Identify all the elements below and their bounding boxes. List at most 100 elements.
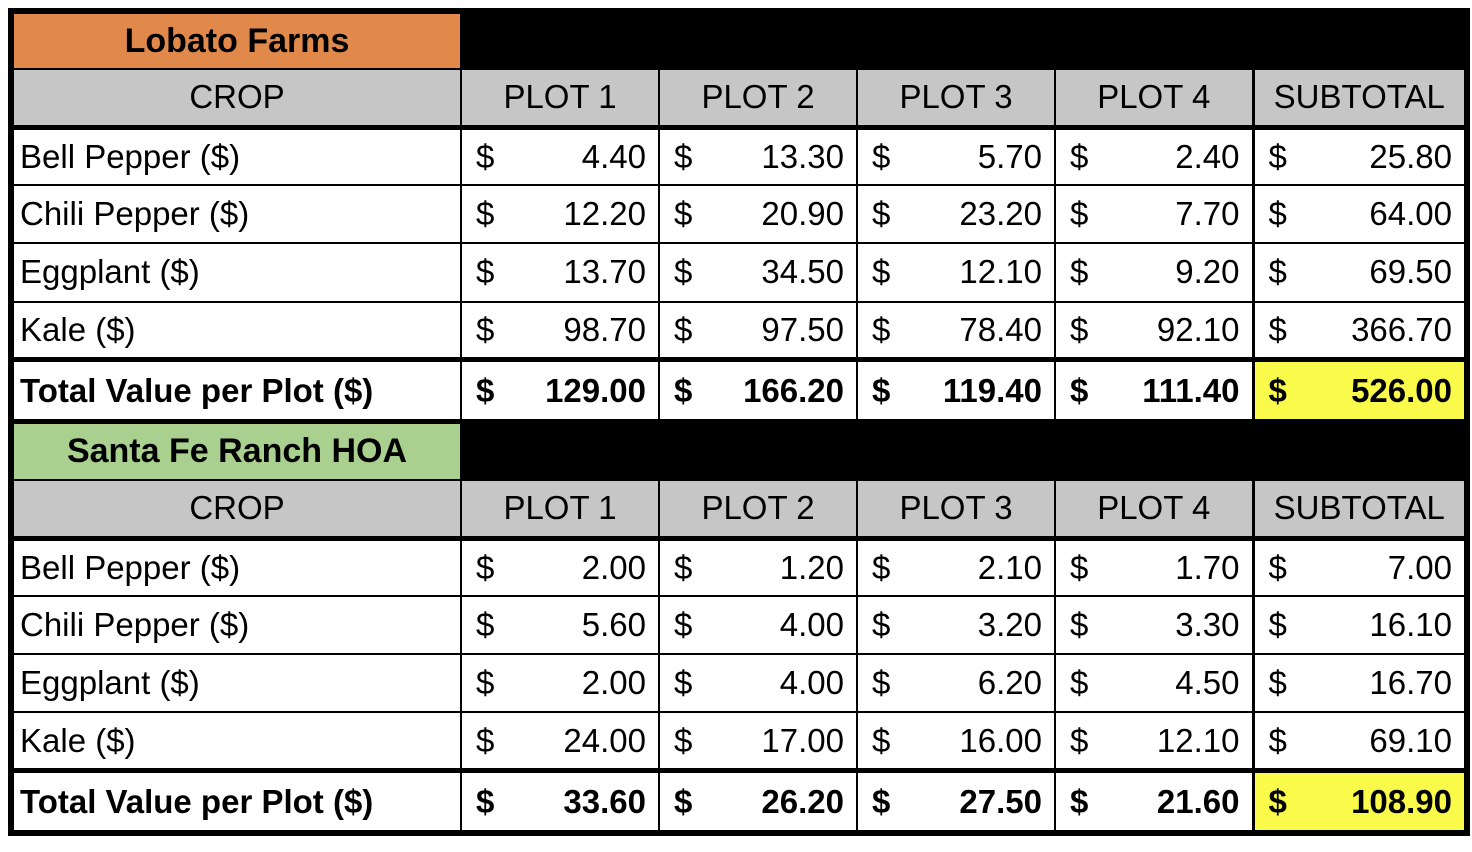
dollar-sign: $: [476, 721, 495, 759]
money-wrap: $16.10: [1256, 606, 1464, 644]
amount: 526.00: [1351, 371, 1453, 409]
dollar-sign: $: [1070, 664, 1089, 702]
black-stripe: [459, 9, 1469, 71]
section-title-row: Lobato Farms: [10, 9, 1469, 71]
amount: 111.40: [1142, 371, 1240, 409]
money-wrap: $119.40: [859, 371, 1053, 410]
money-wrap: $2.00: [463, 549, 657, 587]
subtotal-cell: $64.00: [1251, 184, 1469, 245]
crop-label-cell: Bell Pepper ($): [10, 126, 462, 187]
dollar-sign: $: [674, 253, 693, 291]
dollar-sign: $: [674, 371, 693, 409]
amount: 69.50: [1369, 253, 1453, 291]
amount: 12.10: [1156, 721, 1240, 759]
money-wrap: $25.80: [1256, 138, 1464, 176]
money-wrap: $69.10: [1256, 721, 1464, 760]
dollar-sign: $: [1268, 253, 1287, 291]
dollar-sign: $: [1070, 782, 1089, 820]
crop-label-cell: Bell Pepper ($): [10, 537, 462, 598]
dollar-sign: $: [872, 310, 891, 348]
amount: 4.00: [779, 664, 844, 702]
money-wrap: $69.50: [1256, 253, 1464, 291]
dollar-sign: $: [674, 721, 693, 759]
crop-row: Bell Pepper ($) $2.00 $1.20 $2.10 $1.70 $7.00: [10, 537, 1469, 598]
plot-value-cell: $2.00: [460, 653, 660, 714]
dollar-sign: $: [1070, 195, 1089, 233]
subtotal-cell: $16.10: [1251, 595, 1469, 656]
crop-label-cell: Eggplant ($): [10, 242, 462, 303]
money-wrap: $12.10: [1057, 721, 1251, 760]
dollar-sign: $: [872, 253, 891, 291]
amount: 12.20: [563, 195, 646, 233]
amount: 16.00: [959, 721, 1042, 759]
amount: 27.50: [959, 782, 1042, 820]
crop-label-cell: Kale ($): [10, 300, 462, 361]
dollar-sign: $: [476, 664, 495, 702]
plot-value-cell: $34.50: [658, 242, 858, 303]
money-wrap: $17.00: [661, 721, 855, 760]
amount: 64.00: [1369, 195, 1453, 233]
column-header-plot-2: PLOT 2: [658, 479, 858, 541]
subtotal-cell: $7.00: [1251, 537, 1469, 598]
amount: 4.40: [581, 138, 646, 176]
money-wrap: $5.70: [859, 138, 1053, 176]
dollar-sign: $: [872, 606, 891, 644]
dollar-sign: $: [872, 371, 891, 409]
column-header-crop: CROP: [10, 479, 462, 541]
crop-value-table: Lobato Farms CROP PLOT 1 PLOT 2 PLOT 3 PLOT 4…: [8, 8, 1471, 836]
dollar-sign: $: [1268, 721, 1287, 759]
crop-label-cell: Chili Pepper ($): [10, 595, 462, 656]
plot-value-cell: $13.30: [658, 126, 858, 187]
dollar-sign: $: [674, 310, 693, 348]
column-header-subtotal: SUBTOTAL: [1251, 479, 1469, 541]
column-header-plot-2: PLOT 2: [658, 68, 858, 130]
plot-value-cell: $98.70: [460, 300, 660, 361]
black-stripe: [459, 420, 1469, 482]
amount: 5.70: [977, 138, 1042, 176]
amount: 1.20: [779, 548, 844, 586]
amount: 78.40: [959, 310, 1042, 348]
total-row: Total Value per Plot ($) $33.60 $26.20 $27.…: [10, 768, 1469, 836]
plot-value-cell: $23.20: [856, 184, 1056, 245]
dollar-sign: $: [674, 195, 693, 233]
crop-label-cell: Kale ($): [10, 711, 462, 772]
crop-row: Chili Pepper ($) $5.60 $4.00 $3.20 $3.30 $16.…: [10, 595, 1469, 656]
dollar-sign: $: [1070, 253, 1089, 291]
plot-value-cell: $92.10: [1054, 300, 1254, 361]
dollar-sign: $: [872, 721, 891, 759]
dollar-sign: $: [872, 548, 891, 586]
plot-value-cell: $4.40: [460, 126, 660, 187]
plot-value-cell: $4.00: [658, 595, 858, 656]
amount: 1.70: [1175, 548, 1240, 586]
plot-value-cell: $6.20: [856, 653, 1056, 714]
column-header-plot-4: PLOT 4: [1054, 479, 1254, 541]
crop-row: Bell Pepper ($) $4.40 $13.30 $5.70 $2.40 $25.…: [10, 126, 1469, 187]
dollar-sign: $: [476, 195, 495, 233]
money-wrap: $5.60: [463, 606, 657, 644]
amount: 3.30: [1175, 606, 1240, 644]
total-value-cell: $21.60: [1054, 768, 1254, 836]
plot-value-cell: $5.70: [856, 126, 1056, 187]
plot-value-cell: $1.20: [658, 537, 858, 598]
amount: 12.10: [959, 253, 1042, 291]
money-wrap: $13.30: [661, 138, 855, 176]
crop-label-cell: Eggplant ($): [10, 653, 462, 714]
plot-value-cell: $78.40: [856, 300, 1056, 361]
amount: 5.60: [581, 606, 646, 644]
money-wrap: $20.90: [661, 195, 855, 233]
total-label-cell: Total Value per Plot ($): [10, 768, 462, 836]
plot-value-cell: $3.20: [856, 595, 1056, 656]
amount: 4.50: [1175, 664, 1240, 702]
money-wrap: $92.10: [1057, 311, 1251, 349]
money-wrap: $4.40: [463, 138, 657, 176]
money-wrap: $129.00: [463, 372, 657, 410]
dollar-sign: $: [476, 253, 495, 291]
crop-row: Chili Pepper ($) $12.20 $20.90 $23.20 $7.70 $…: [10, 184, 1469, 245]
amount: 2.40: [1175, 138, 1240, 176]
plot-value-cell: $16.00: [856, 711, 1056, 772]
money-wrap: $26.20: [661, 783, 855, 821]
plot-value-cell: $2.40: [1054, 126, 1254, 187]
money-wrap: $16.70: [1256, 664, 1464, 702]
amount: 13.70: [563, 253, 646, 291]
total-row: Total Value per Plot ($) $129.00 $166.20 $1…: [10, 357, 1469, 425]
